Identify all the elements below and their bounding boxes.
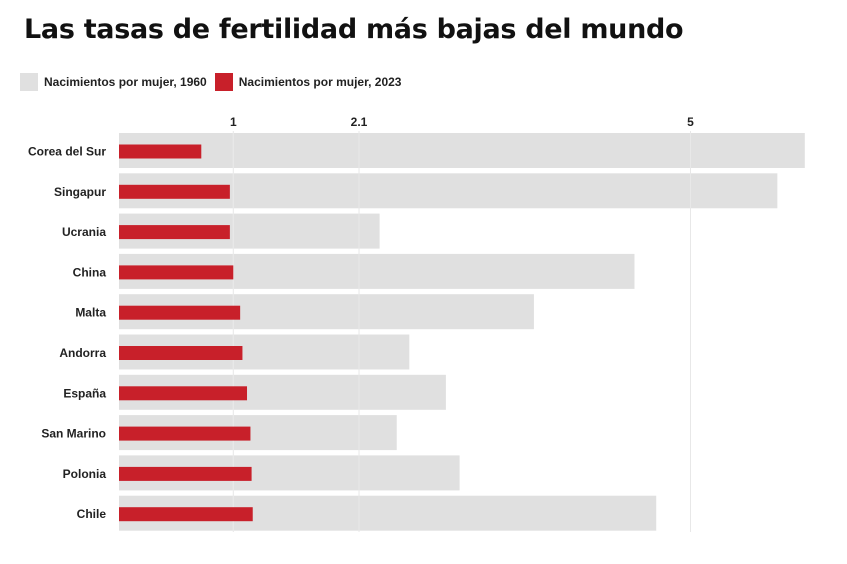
chart-title: Las tasas de fertilidad más bajas del mu… (24, 14, 684, 45)
bar-2023 (119, 346, 243, 360)
x-tick-label: 5 (687, 115, 694, 129)
bar-2023 (119, 184, 230, 199)
legend-item-1960: Nacimientos por mujer, 1960 (20, 73, 207, 91)
category-label: Malta (75, 306, 106, 320)
legend-label-2023: Nacimientos por mujer, 2023 (238, 75, 402, 89)
legend-swatch-2023 (214, 73, 233, 91)
x-tick-label: 1 (230, 115, 237, 129)
bar-2023 (119, 225, 230, 240)
bar-2023 (119, 305, 241, 320)
category-label: Andorra (59, 346, 106, 360)
legend-item-2023: Nacimientos por mujer, 2023 (214, 73, 402, 91)
bar-2023 (119, 426, 251, 441)
category-label: Chile (77, 507, 107, 521)
category-label: San Marino (41, 427, 106, 441)
category-label: China (73, 265, 107, 279)
bar-1960 (119, 133, 805, 168)
bar-2023 (119, 144, 202, 159)
legend: Nacimientos por mujer, 1960 Nacimientos … (20, 73, 409, 91)
bar-2023 (119, 386, 248, 401)
category-label: Corea del Sur (28, 145, 106, 159)
category-label: España (63, 386, 106, 400)
legend-label-1960: Nacimientos por mujer, 1960 (44, 75, 207, 89)
bar-2023 (119, 265, 234, 280)
bar-2023 (119, 466, 252, 481)
x-tick-label: 2.1 (351, 115, 368, 129)
category-label: Polonia (63, 467, 107, 481)
category-label: Singapur (54, 185, 106, 199)
bar-2023 (119, 507, 253, 522)
category-label: Ucrania (62, 225, 106, 239)
legend-swatch-1960 (20, 73, 38, 91)
